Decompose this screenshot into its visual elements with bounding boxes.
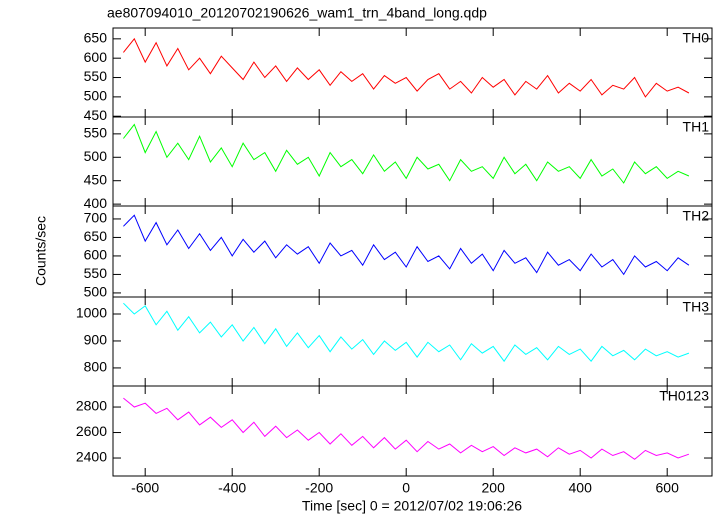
panel-frame: [112, 385, 713, 477]
y-tick-label: 500: [84, 148, 108, 164]
panel-frame: [112, 27, 713, 118]
panel-frame: [112, 116, 713, 207]
light-curve: [123, 397, 690, 460]
y-tick-label: 2800: [76, 398, 107, 414]
y-tick-label: 700: [84, 210, 108, 226]
panel-label: TH2: [683, 208, 710, 224]
y-tick-label: 400: [84, 195, 108, 211]
x-tick-label: 400: [569, 480, 593, 496]
y-tick-label: 450: [84, 171, 108, 187]
x-tick-label: 600: [656, 480, 680, 496]
y-tick-label: 600: [84, 247, 108, 263]
y-tick-label: 550: [84, 125, 108, 141]
chart-title: ae807094010_20120702190626_wam1_trn_4ban…: [107, 5, 487, 21]
panel-frame: [112, 205, 713, 298]
x-tick-label: 200: [482, 480, 506, 496]
y-tick-label: 650: [84, 30, 108, 46]
y-tick-label: 1000: [76, 305, 107, 321]
panel-label: TH0: [683, 30, 710, 46]
y-tick-label: 500: [84, 284, 108, 300]
light-curve: [123, 123, 690, 184]
y-tick-label: 550: [84, 68, 108, 84]
y-tick-label: 900: [84, 332, 108, 348]
y-tick-label: 450: [84, 107, 108, 123]
panel-label: TH1: [683, 119, 710, 135]
light-curve: [123, 37, 690, 98]
y-tick-label: 600: [84, 49, 108, 65]
panel-frame: [112, 296, 713, 387]
x-tick-label: -400: [218, 480, 246, 496]
panel-label: TH3: [683, 299, 710, 315]
light-curve: [123, 214, 690, 276]
x-axis-label: Time [sec] 0 = 2012/07/02 19:06:26: [302, 498, 522, 514]
x-tick-label: 0: [402, 480, 410, 496]
y-tick-label: 2400: [76, 449, 107, 465]
y-tick-label: 800: [84, 359, 108, 375]
y-tick-label: 550: [84, 265, 108, 281]
y-tick-label: 500: [84, 88, 108, 104]
y-tick-label: 2600: [76, 423, 107, 439]
panel-label: TH0123: [659, 388, 709, 404]
y-axis-label: Counts/sec: [33, 216, 49, 286]
x-tick-label: -600: [131, 480, 159, 496]
x-tick-label: -200: [305, 480, 333, 496]
light-curve: [123, 302, 690, 363]
y-tick-label: 650: [84, 228, 108, 244]
